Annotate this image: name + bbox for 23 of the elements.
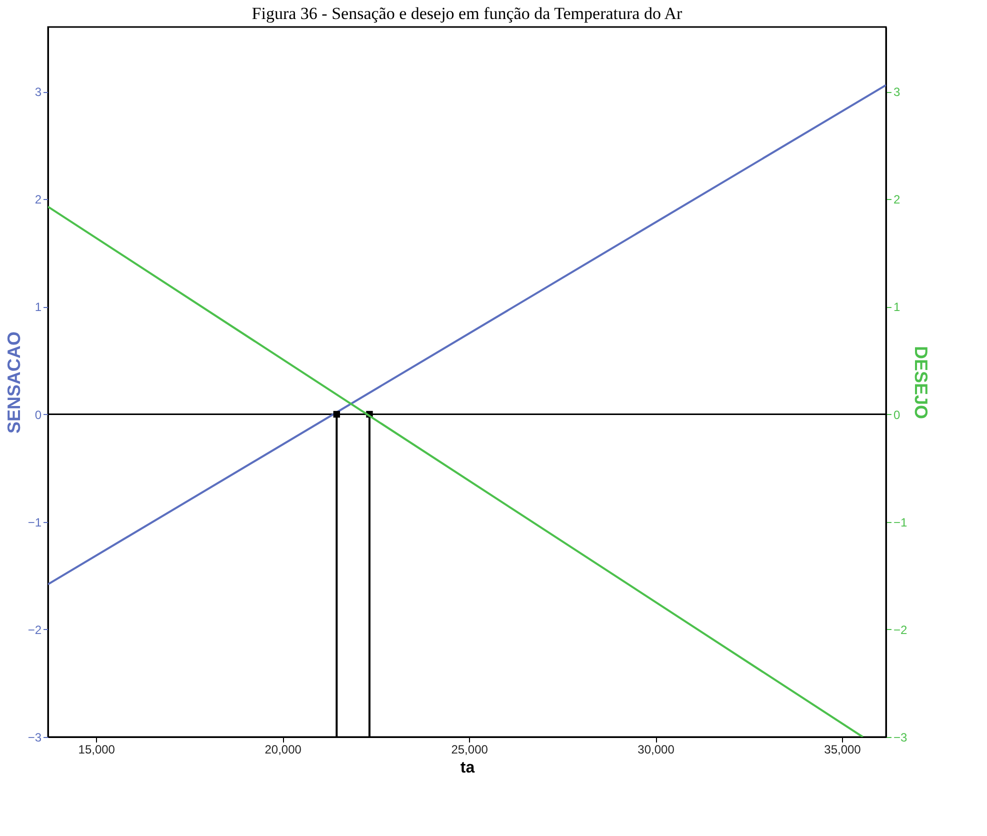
y-tick-label: −2 — [28, 622, 42, 637]
y-tick-label: 3 — [34, 85, 42, 100]
y2-tick-label: −2 — [894, 622, 908, 637]
y2-tick-label: 1 — [894, 300, 900, 314]
y-axis-title: SENSACAO — [4, 331, 24, 434]
y2-axis-title: DESEJO — [911, 346, 932, 420]
x-tick-label: 20,000 — [264, 742, 302, 756]
y-tick-label: −1 — [28, 515, 42, 530]
y-tick-label: −3 — [28, 730, 42, 744]
x-axis-title: ta — [460, 760, 475, 776]
x-tick-label: 15,000 — [78, 742, 116, 756]
x-tick-label: 35,000 — [824, 742, 862, 756]
y-tick-label: 1 — [34, 300, 42, 314]
y2-tick-label: 0 — [894, 408, 900, 422]
chart-title: Figura 36 - Sensação e desejo em função da Temperatura do Ar — [252, 4, 683, 23]
y2-tick-label: −1 — [894, 515, 908, 530]
y-tick-label: 2 — [34, 192, 42, 207]
y-tick-label: 0 — [34, 408, 42, 422]
x-tick-label: 25,000 — [451, 742, 488, 756]
y2-tick-label: 3 — [894, 85, 900, 100]
y2-tick-label: −3 — [894, 730, 908, 744]
x-tick-label: 30,000 — [638, 742, 675, 756]
y2-tick-label: 2 — [894, 192, 900, 207]
